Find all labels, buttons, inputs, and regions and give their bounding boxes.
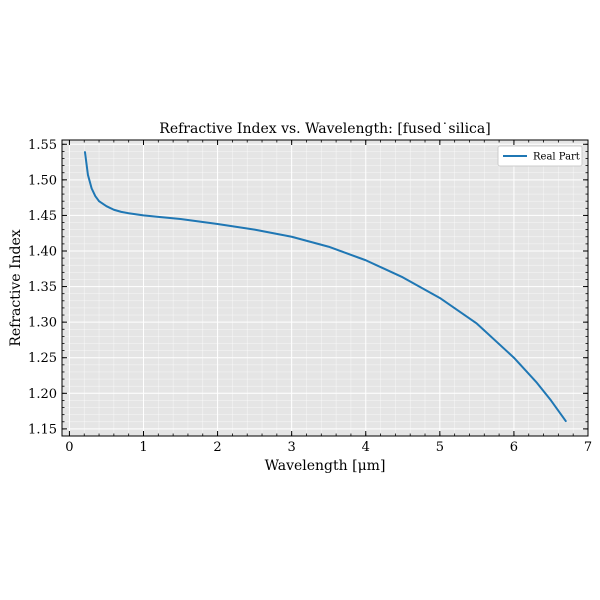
x-tick-label: 7 <box>584 440 592 455</box>
y-tick-label: 1.45 <box>28 209 57 224</box>
x-tick-label: 6 <box>510 440 518 455</box>
legend-box <box>497 145 583 167</box>
y-axis-label: Refractive Index <box>8 229 24 346</box>
y-tick-label: 1.50 <box>28 173 57 188</box>
chart-title: Refractive Index vs. Wavelength: [fused˙… <box>159 121 490 137</box>
y-tick-label: 1.35 <box>28 280 57 295</box>
y-tick-label: 1.20 <box>28 387 57 402</box>
x-axis-label: Wavelength [μm] <box>265 458 386 474</box>
y-tick-label: 1.25 <box>28 351 57 366</box>
x-tick-label: 4 <box>362 440 370 455</box>
y-tick-label: 1.40 <box>28 245 57 260</box>
x-tick-label: 0 <box>65 440 73 455</box>
legend: Real Part <box>497 145 583 167</box>
x-tick-label: 2 <box>213 440 221 455</box>
x-tick-label: 5 <box>436 440 444 455</box>
tick-labels: 0 1 2 3 4 5 6 7 1.15 1.20 1.25 1.30 1.35 1.40 1.45 1.50… <box>28 138 592 455</box>
plot-background <box>62 140 588 436</box>
plot-frame <box>61 139 589 437</box>
x-tick-label: 3 <box>288 440 296 455</box>
x-tick-label: 1 <box>139 440 147 455</box>
series-line-real-part <box>83 151 567 423</box>
grid-lines <box>62 140 589 437</box>
series-lines <box>83 151 567 423</box>
y-tick-label: 1.55 <box>28 138 57 153</box>
y-tick-label: 1.30 <box>28 316 57 331</box>
legend-label: Real Part <box>533 152 580 163</box>
y-tick-label: 1.15 <box>28 422 57 437</box>
